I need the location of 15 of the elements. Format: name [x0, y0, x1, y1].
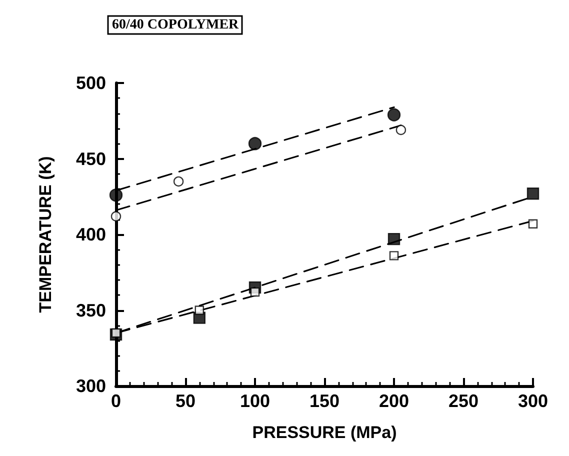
y-axis-title: TEMPERATURE (K) — [36, 156, 55, 313]
y-tick-label: 400 — [76, 224, 106, 244]
y-tick-label: 500 — [76, 73, 106, 93]
y-tick-label: 300 — [76, 376, 106, 396]
x-tick-label: 0 — [110, 391, 122, 411]
x-tick-label: 300 — [518, 391, 548, 411]
chart-title: 60/40 COPOLYMER — [112, 18, 240, 32]
y-tick-label: 350 — [76, 300, 106, 320]
x-tick-label: 50 — [175, 391, 196, 411]
x-tick-label: 250 — [448, 391, 479, 411]
y-tick-label: 450 — [76, 148, 106, 169]
x-tick-label: 150 — [309, 391, 340, 411]
x-axis-title: PRESSURE (MPa) — [252, 423, 397, 442]
x-tick-label: 100 — [240, 391, 270, 411]
x-tick-label: 200 — [378, 391, 410, 411]
